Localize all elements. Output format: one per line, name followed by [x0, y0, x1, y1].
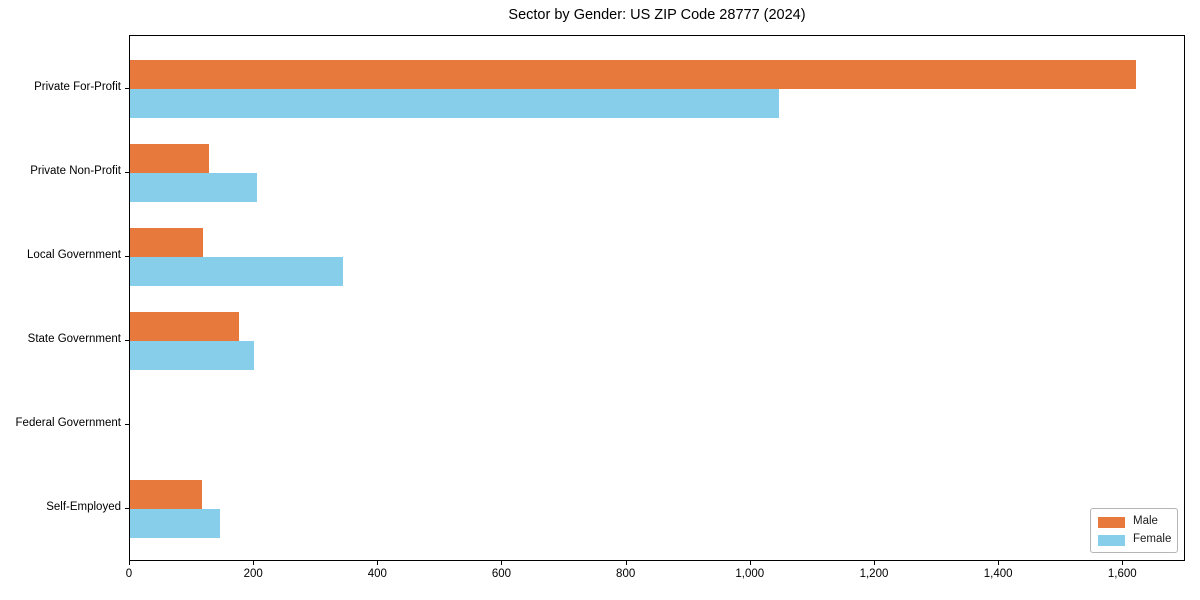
x-tick [873, 561, 875, 565]
bar-male-1 [130, 60, 1136, 90]
legend-label-male: Male [1133, 515, 1158, 528]
x-tick [253, 561, 255, 565]
x-tick [377, 561, 379, 565]
legend-entry-female: Female [1098, 532, 1171, 548]
y-tick-label: Local Government [27, 249, 121, 262]
y-tick [125, 423, 129, 425]
bar-female-2 [130, 173, 258, 203]
male-color-swatch [1098, 516, 1125, 528]
bar-male-2 [130, 144, 209, 174]
y-tick-label: Private Non-Profit [30, 165, 121, 178]
x-tick-label: 1,400 [983, 568, 1013, 580]
female-color-swatch [1098, 534, 1125, 546]
bar-female-3 [130, 257, 343, 287]
y-tick [125, 507, 129, 509]
y-tick-label: Private For-Profit [34, 81, 121, 94]
bar-female-1 [130, 89, 779, 119]
x-tick [129, 561, 130, 565]
y-tick [125, 172, 129, 174]
legend-entry-male: Male [1098, 514, 1171, 530]
legend-label-female: Female [1133, 533, 1172, 546]
y-tick [125, 88, 129, 90]
y-tick-label: Self-Employed [46, 500, 121, 513]
chart-title: Sector by Gender: US ZIP Code 28777 (202… [508, 7, 806, 23]
x-tick-label: 200 [243, 568, 263, 580]
bar-male-6 [130, 479, 202, 509]
x-tick [501, 561, 503, 565]
x-tick [998, 561, 1000, 565]
x-tick-label: 600 [491, 568, 512, 580]
x-tick-label: 800 [616, 568, 636, 580]
x-tick-label: 0 [125, 568, 133, 580]
bar-female-4 [130, 340, 255, 370]
y-tick [125, 339, 129, 341]
legend: Male Female [1090, 508, 1178, 553]
x-tick-label: 400 [367, 568, 387, 580]
y-tick-label: State Government [27, 332, 121, 345]
x-tick [749, 561, 751, 565]
bar-male-3 [130, 228, 204, 258]
plot-area [129, 35, 1185, 561]
bar-female-6 [130, 508, 221, 538]
x-tick-label: 1,600 [1107, 568, 1137, 580]
x-tick-label: 1,200 [859, 568, 889, 580]
bar-male-4 [130, 311, 240, 341]
x-tick [625, 561, 627, 565]
y-tick-label: Federal Government [15, 416, 121, 429]
y-tick [125, 256, 129, 258]
x-tick-label: 1,000 [735, 568, 765, 580]
x-tick [1122, 561, 1124, 565]
